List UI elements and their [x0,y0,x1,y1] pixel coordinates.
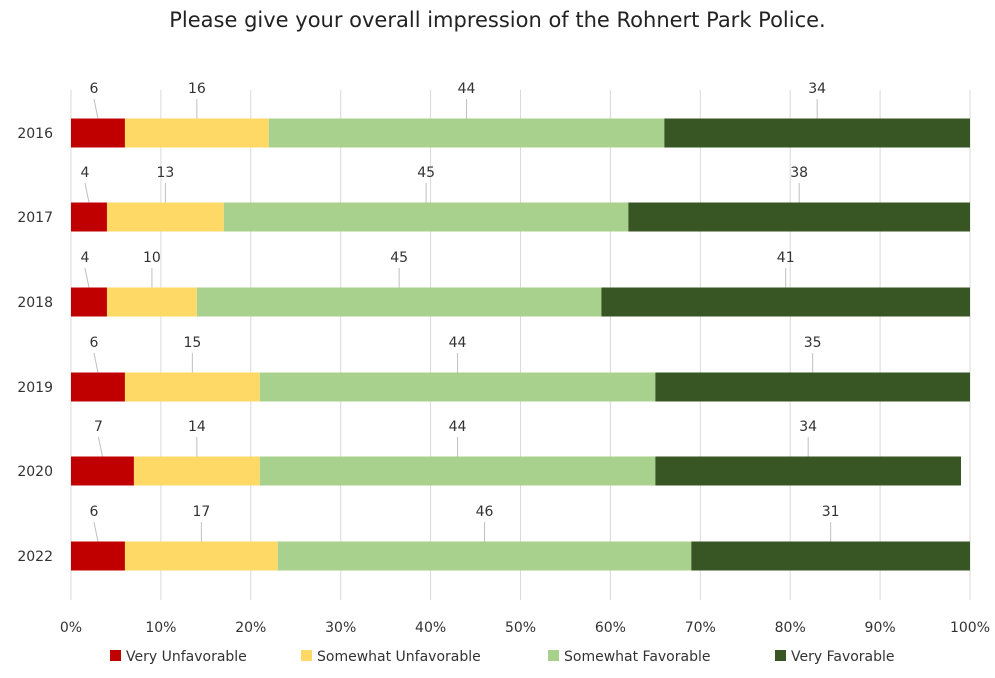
data-label: 7 [94,419,103,435]
data-label: 10 [143,250,161,266]
data-label: 44 [449,335,467,351]
bar-segment [133,456,260,486]
bar-segment [124,541,278,571]
bar-segment [196,287,602,317]
data-label: 44 [458,81,476,97]
x-tick-label: 40% [415,620,446,636]
bar-segment [71,456,134,486]
legend-swatch [110,650,121,661]
x-tick-label: 0% [60,620,82,636]
legend-label: Very Unfavorable [126,649,247,665]
y-tick-label: 2016 [17,126,53,142]
x-tick-label: 80% [775,620,806,636]
bar-segment [223,202,629,232]
bar-segment [277,541,692,571]
bar-segment [71,287,107,317]
bar-segment [71,202,107,232]
x-tick-label: 60% [595,620,626,636]
data-label: 31 [822,504,840,520]
bar-segment [106,287,197,317]
bar-segment [655,456,962,486]
legend-label: Somewhat Favorable [564,649,710,665]
y-tick-label: 2017 [17,210,53,226]
bar-segment [124,372,260,402]
data-label: 15 [183,335,201,351]
data-label: 6 [90,504,99,520]
legend-swatch [548,650,559,661]
bar-segment [71,118,125,148]
legend-swatch [775,650,786,661]
data-label: 4 [81,165,90,181]
bar-segment [691,541,970,571]
data-label: 44 [449,419,467,435]
data-label: 38 [790,165,808,181]
x-tick-label: 20% [235,620,266,636]
data-label: 45 [390,250,408,266]
data-label: 41 [777,250,795,266]
data-label: 4 [81,250,90,266]
bar-segment [71,372,125,402]
data-label-leader [97,436,103,457]
data-label: 17 [192,504,210,520]
bar-segment [124,118,269,148]
bar-segment [268,118,665,148]
data-label: 46 [476,504,494,520]
data-label: 34 [799,419,817,435]
x-tick-label: 70% [685,620,716,636]
chart-title: Please give your overall impression of t… [169,8,826,32]
legend-label: Very Favorable [791,649,895,665]
data-label: 14 [188,419,206,435]
data-label-leader [93,521,99,542]
bar-segment [655,372,970,402]
y-tick-label: 2019 [17,380,53,396]
bar-segment [601,287,970,317]
y-tick-label: 2018 [17,295,53,311]
data-label: 16 [188,81,206,97]
x-tick-label: 50% [505,620,536,636]
data-label: 34 [808,81,826,97]
data-label: 6 [90,81,99,97]
bar-segment [664,118,970,148]
data-label-leader [84,267,90,288]
y-tick-label: 2020 [17,464,53,480]
data-label: 13 [156,165,174,181]
legend-swatch [301,650,312,661]
x-tick-label: 30% [325,620,356,636]
data-label-leader [84,182,90,203]
bar-segment [628,202,970,232]
data-label: 35 [804,335,822,351]
bar-segment [71,541,125,571]
bar-segment [259,456,656,486]
data-label-leader [93,98,99,119]
x-tick-label: 10% [145,620,176,636]
x-tick-label: 100% [950,620,990,636]
data-label: 6 [90,335,99,351]
y-tick-label: 2022 [17,549,53,565]
bar-segment [259,372,656,402]
bar-segment [106,202,224,232]
x-tick-label: 90% [865,620,896,636]
data-label: 45 [417,165,435,181]
data-label-leader [93,352,99,373]
legend-label: Somewhat Unfavorable [317,649,481,665]
